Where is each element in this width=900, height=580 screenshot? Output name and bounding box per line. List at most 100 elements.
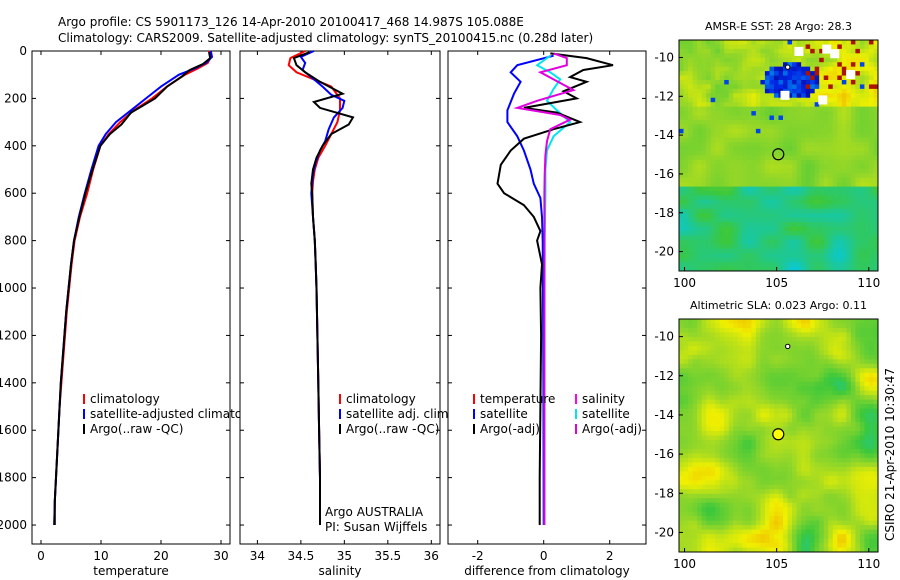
heatmap-cell (692, 319, 698, 324)
heatmap-cell (683, 480, 689, 486)
heatmap-cell (778, 195, 784, 201)
heatmap-cell (832, 191, 838, 196)
heatmap-cell (679, 484, 684, 490)
heatmap-cell (719, 386, 725, 392)
heatmap-cell (850, 79, 856, 85)
heatmap-cell (688, 417, 693, 423)
heatmap-cell (710, 462, 716, 468)
heatmap-cell (778, 439, 784, 445)
heatmap-cell (832, 341, 838, 347)
heatmap-cell (706, 88, 712, 94)
heatmap-cell (796, 226, 802, 232)
heatmap-cell (814, 439, 820, 445)
heatmap-cell (742, 195, 748, 201)
heatmap-cell (728, 498, 734, 504)
heatmap-cell (828, 146, 834, 152)
heatmap-cell (859, 498, 865, 504)
heatmap-cell (746, 44, 752, 50)
heatmap-cell (819, 547, 825, 553)
heatmap-cell (837, 471, 843, 477)
heatmap-cell (850, 208, 856, 214)
heatmap-cell (769, 359, 775, 365)
heatmap-cell (679, 417, 684, 423)
heatmap-cell (868, 453, 874, 459)
heatmap-cell (873, 191, 879, 196)
heatmap-cell (715, 102, 721, 108)
heatmap-cell (760, 516, 766, 522)
heatmap-cell (737, 408, 743, 414)
heatmap-cell (850, 372, 856, 378)
heatmap-cell (688, 372, 693, 378)
heatmap-cell (841, 137, 847, 143)
heatmap-cell (792, 368, 797, 374)
heatmap-cell (683, 319, 689, 324)
y-tick-label: -14 (654, 408, 674, 422)
heatmap-cell (701, 422, 707, 427)
heatmap-cell (796, 235, 802, 241)
heatmap-cell (792, 186, 797, 192)
heatmap-cell (837, 213, 843, 219)
heatmap-cell (706, 168, 712, 174)
heatmap-cell (841, 239, 847, 245)
heatmap-cell (692, 489, 698, 495)
series-line-temperature-satellite (506, 54, 554, 526)
heatmap-cell (796, 457, 802, 463)
heatmap-cell (719, 177, 725, 183)
series-line-salinity-argo-adj- (513, 52, 577, 525)
heatmap-cell (751, 354, 757, 360)
heatmap-cell (828, 62, 834, 68)
heatmap-cell (706, 395, 712, 401)
heatmap-cell (715, 159, 721, 165)
heatmap-cell (737, 137, 743, 143)
heatmap-cell (864, 368, 870, 374)
heatmap-cell (859, 231, 865, 236)
heatmap-cell (819, 217, 825, 223)
heatmap-cell (801, 529, 807, 535)
heatmap-cell (805, 53, 811, 59)
legend-entry: Argo(-adj) (480, 422, 540, 436)
heatmap-cell (688, 475, 693, 481)
heatmap-cell (855, 213, 861, 219)
heatmap-cell (873, 534, 879, 539)
heatmap-cell (697, 217, 703, 223)
heatmap-cell (783, 435, 788, 441)
heatmap-cell (760, 262, 766, 267)
heatmap-cell (760, 525, 766, 530)
heatmap-cell (737, 195, 743, 201)
heatmap-cell (724, 489, 730, 495)
heatmap-cell (787, 262, 793, 267)
heatmap-cell (692, 323, 698, 329)
heatmap-cell (783, 199, 788, 205)
heatmap-cell (819, 248, 825, 254)
heatmap-cell (814, 377, 820, 383)
heatmap-cell (683, 164, 689, 170)
heatmap-cell (679, 71, 684, 76)
heatmap-cell (859, 547, 865, 553)
heatmap-cell (783, 493, 788, 499)
heatmap-cell (742, 319, 748, 324)
heatmap-cell (737, 431, 743, 436)
heatmap-cell (805, 502, 811, 508)
heatmap-cell (701, 444, 707, 450)
heatmap-cell (859, 168, 865, 174)
heatmap-cell (737, 204, 743, 210)
heatmap-cell (742, 422, 748, 427)
heatmap-cell (837, 502, 843, 508)
heatmap-cell (733, 102, 739, 108)
heatmap-cell (737, 480, 743, 486)
heatmap-cell (733, 493, 739, 499)
heatmap-cell (832, 538, 838, 544)
heatmap-cell (846, 484, 852, 490)
heatmap-cell (841, 498, 847, 504)
heatmap-cell (701, 48, 707, 54)
heatmap-cell (850, 453, 856, 459)
heatmap-cell (805, 75, 811, 81)
heatmap-cell (724, 222, 730, 227)
heatmap-cell (855, 426, 861, 432)
heatmap-cell (832, 88, 838, 94)
heatmap-cell (773, 529, 779, 535)
heatmap-cell (873, 217, 879, 223)
heatmap-cell (724, 453, 730, 459)
heatmap-cell (828, 111, 834, 116)
heatmap-cell (688, 520, 693, 526)
